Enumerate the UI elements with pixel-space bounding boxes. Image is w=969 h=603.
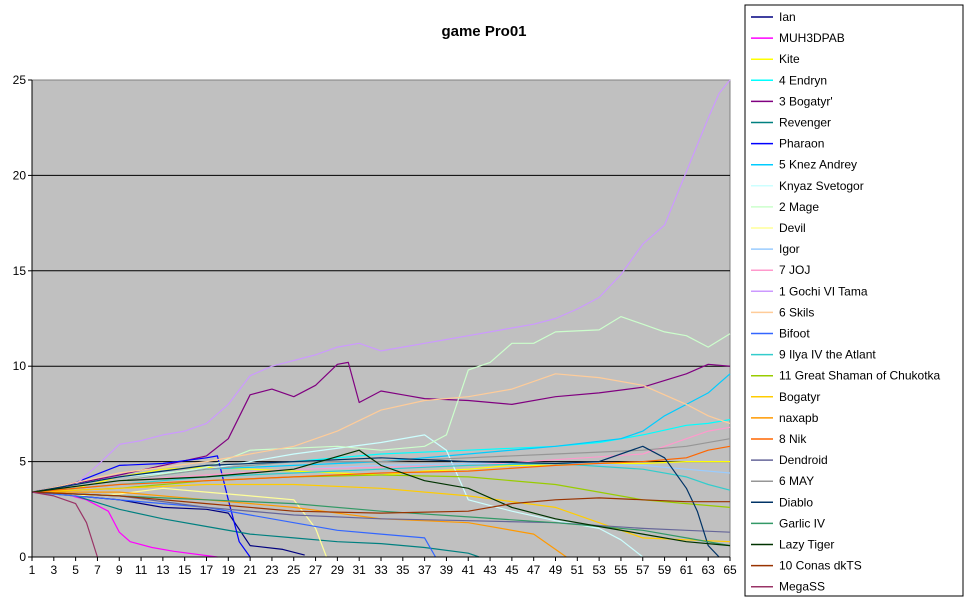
legend-label-garlic-iv: Garlic IV — [779, 516, 825, 530]
legend: Ian MUH3DPAB Kite 4 Endryn 3 Bogatyr' Revenge… — [744, 4, 964, 597]
x-tick-label-41: 41 — [462, 563, 476, 577]
series-line-10-conas-dkts — [31, 491, 730, 514]
x-tick-label-15: 15 — [178, 563, 192, 577]
x-tick-label-13: 13 — [156, 563, 170, 577]
series-line-dendroid — [31, 491, 731, 533]
x-tick-label-3: 3 — [50, 563, 57, 577]
legend-label-2-mage: 2 Mage — [779, 200, 819, 214]
legend-label-revenger: Revenger — [779, 116, 831, 130]
legend-label-knyaz-svetogor: Knyaz Svetogor — [779, 179, 864, 193]
legend-label-4-endryn: 4 Endryn — [779, 73, 827, 87]
legend-label-7-joj: 7 JOJ — [779, 263, 810, 277]
legend-label-lazy-tiger: Lazy Tiger — [779, 538, 834, 552]
x-tick-label-49: 49 — [549, 563, 563, 577]
legend-label-5-knez-andrey: 5 Knez Andrey — [779, 158, 857, 172]
legend-label-9-ilya-iv-the-atlant: 9 Ilya IV the Atlant — [779, 348, 876, 362]
legend-label-8-nik: 8 Nik — [779, 432, 807, 446]
series-line-11-great-shaman-of-chukotka — [31, 474, 731, 508]
legend-label-1-gochi-vi-tama: 1 Gochi VI Tama — [779, 284, 868, 298]
x-tick-label-31: 31 — [353, 563, 367, 577]
x-tick-label-47: 47 — [527, 563, 541, 577]
legend-label-11-great-shaman-of-chukotka: 11 Great Shaman of Chukotka — [779, 369, 941, 383]
x-tick-label-33: 33 — [374, 563, 388, 577]
legend-label-naxapb: naxapb — [779, 411, 819, 425]
y-tick-label-5: 5 — [19, 455, 26, 469]
x-tick-label-9: 9 — [116, 563, 123, 577]
x-tick-label-1: 1 — [29, 563, 36, 577]
legend-label-bifoot: Bifoot — [779, 327, 810, 341]
x-tick-label-19: 19 — [222, 563, 236, 577]
legend-label-kite: Kite — [779, 52, 800, 66]
legend-label-6-may: 6 MAY — [779, 474, 814, 488]
y-axis-ticks: 0 5 10 15 20 25 — [13, 73, 32, 564]
y-tick-label-20: 20 — [13, 168, 27, 182]
series-line-bogatyr — [31, 483, 731, 543]
x-tick-label-39: 39 — [440, 563, 454, 577]
series-lines — [31, 79, 731, 558]
x-tick-label-45: 45 — [505, 563, 519, 577]
x-tick-label-27: 27 — [309, 563, 323, 577]
legend-label-bogatyr: Bogatyr — [779, 390, 820, 404]
x-tick-label-61: 61 — [680, 563, 694, 577]
y-tick-label-15: 15 — [13, 264, 27, 278]
series-line-megass — [31, 491, 98, 558]
x-tick-label-53: 53 — [592, 563, 606, 577]
series-line-6-skils — [31, 373, 731, 493]
series-line-3-bogatyr — [31, 361, 731, 493]
chart-title: game Pro01 — [441, 23, 526, 40]
x-tick-label-35: 35 — [396, 563, 410, 577]
legend-label-muh3dpab: MUH3DPAB — [779, 31, 845, 45]
legend-label-megass: MegaSS — [779, 580, 825, 594]
legend-label-10-conas-dkts: 10 Conas dkTS — [779, 559, 862, 573]
x-tick-label-25: 25 — [287, 563, 301, 577]
series-line-bifoot — [31, 491, 437, 558]
series-line-garlic-iv — [31, 491, 731, 547]
series-line-revenger — [31, 491, 480, 558]
y-tick-label-0: 0 — [19, 550, 26, 564]
x-tick-label-7: 7 — [94, 563, 101, 577]
legend-label-igor: Igor — [779, 242, 800, 256]
legend-box — [744, 4, 964, 597]
series-line-1-gochi-vi-tama — [31, 79, 731, 493]
x-tick-label-11: 11 — [135, 563, 148, 577]
x-tick-label-57: 57 — [636, 563, 650, 577]
series-line-9-ilya-iv-the-atlant — [31, 462, 731, 493]
series-line-2-mage — [31, 316, 731, 493]
x-axis-ticks: 1 3 5 7 9 11 13 15 17 19 21 23 25 27 29 31 33 35 37 39 41 43 4… — [29, 557, 737, 577]
series-line-devil — [31, 487, 328, 558]
x-tick-label-43: 43 — [483, 563, 497, 577]
x-tick-label-63: 63 — [702, 563, 716, 577]
x-tick-label-65: 65 — [723, 563, 737, 577]
legend-label-devil: Devil — [779, 221, 806, 235]
legend-label-ian: Ian — [779, 10, 796, 24]
series-line-lazy-tiger — [31, 449, 731, 547]
legend-label-pharaon: Pharaon — [779, 137, 824, 151]
series-line-pharaon — [31, 455, 251, 558]
legend-label-3-bogatyr: 3 Bogatyr' — [779, 94, 833, 108]
x-tick-label-37: 37 — [418, 563, 432, 577]
x-tick-label-5: 5 — [72, 563, 79, 577]
plot-area — [31, 79, 731, 558]
series-line-8-nik — [31, 445, 731, 493]
x-tick-label-55: 55 — [614, 563, 628, 577]
y-tick-label-10: 10 — [13, 359, 27, 373]
x-tick-label-51: 51 — [571, 563, 585, 577]
x-tick-label-23: 23 — [265, 563, 279, 577]
x-tick-label-21: 21 — [243, 563, 257, 577]
series-line-diablo — [31, 445, 720, 558]
x-tick-label-59: 59 — [658, 563, 672, 577]
legend-label-dendroid: Dendroid — [779, 453, 828, 467]
legend-label-6-skils: 6 Skils — [779, 305, 814, 319]
x-tick-label-17: 17 — [200, 563, 214, 577]
y-tick-label-25: 25 — [13, 73, 27, 87]
legend-label-diablo: Diablo — [779, 495, 813, 509]
x-tick-label-29: 29 — [331, 563, 345, 577]
